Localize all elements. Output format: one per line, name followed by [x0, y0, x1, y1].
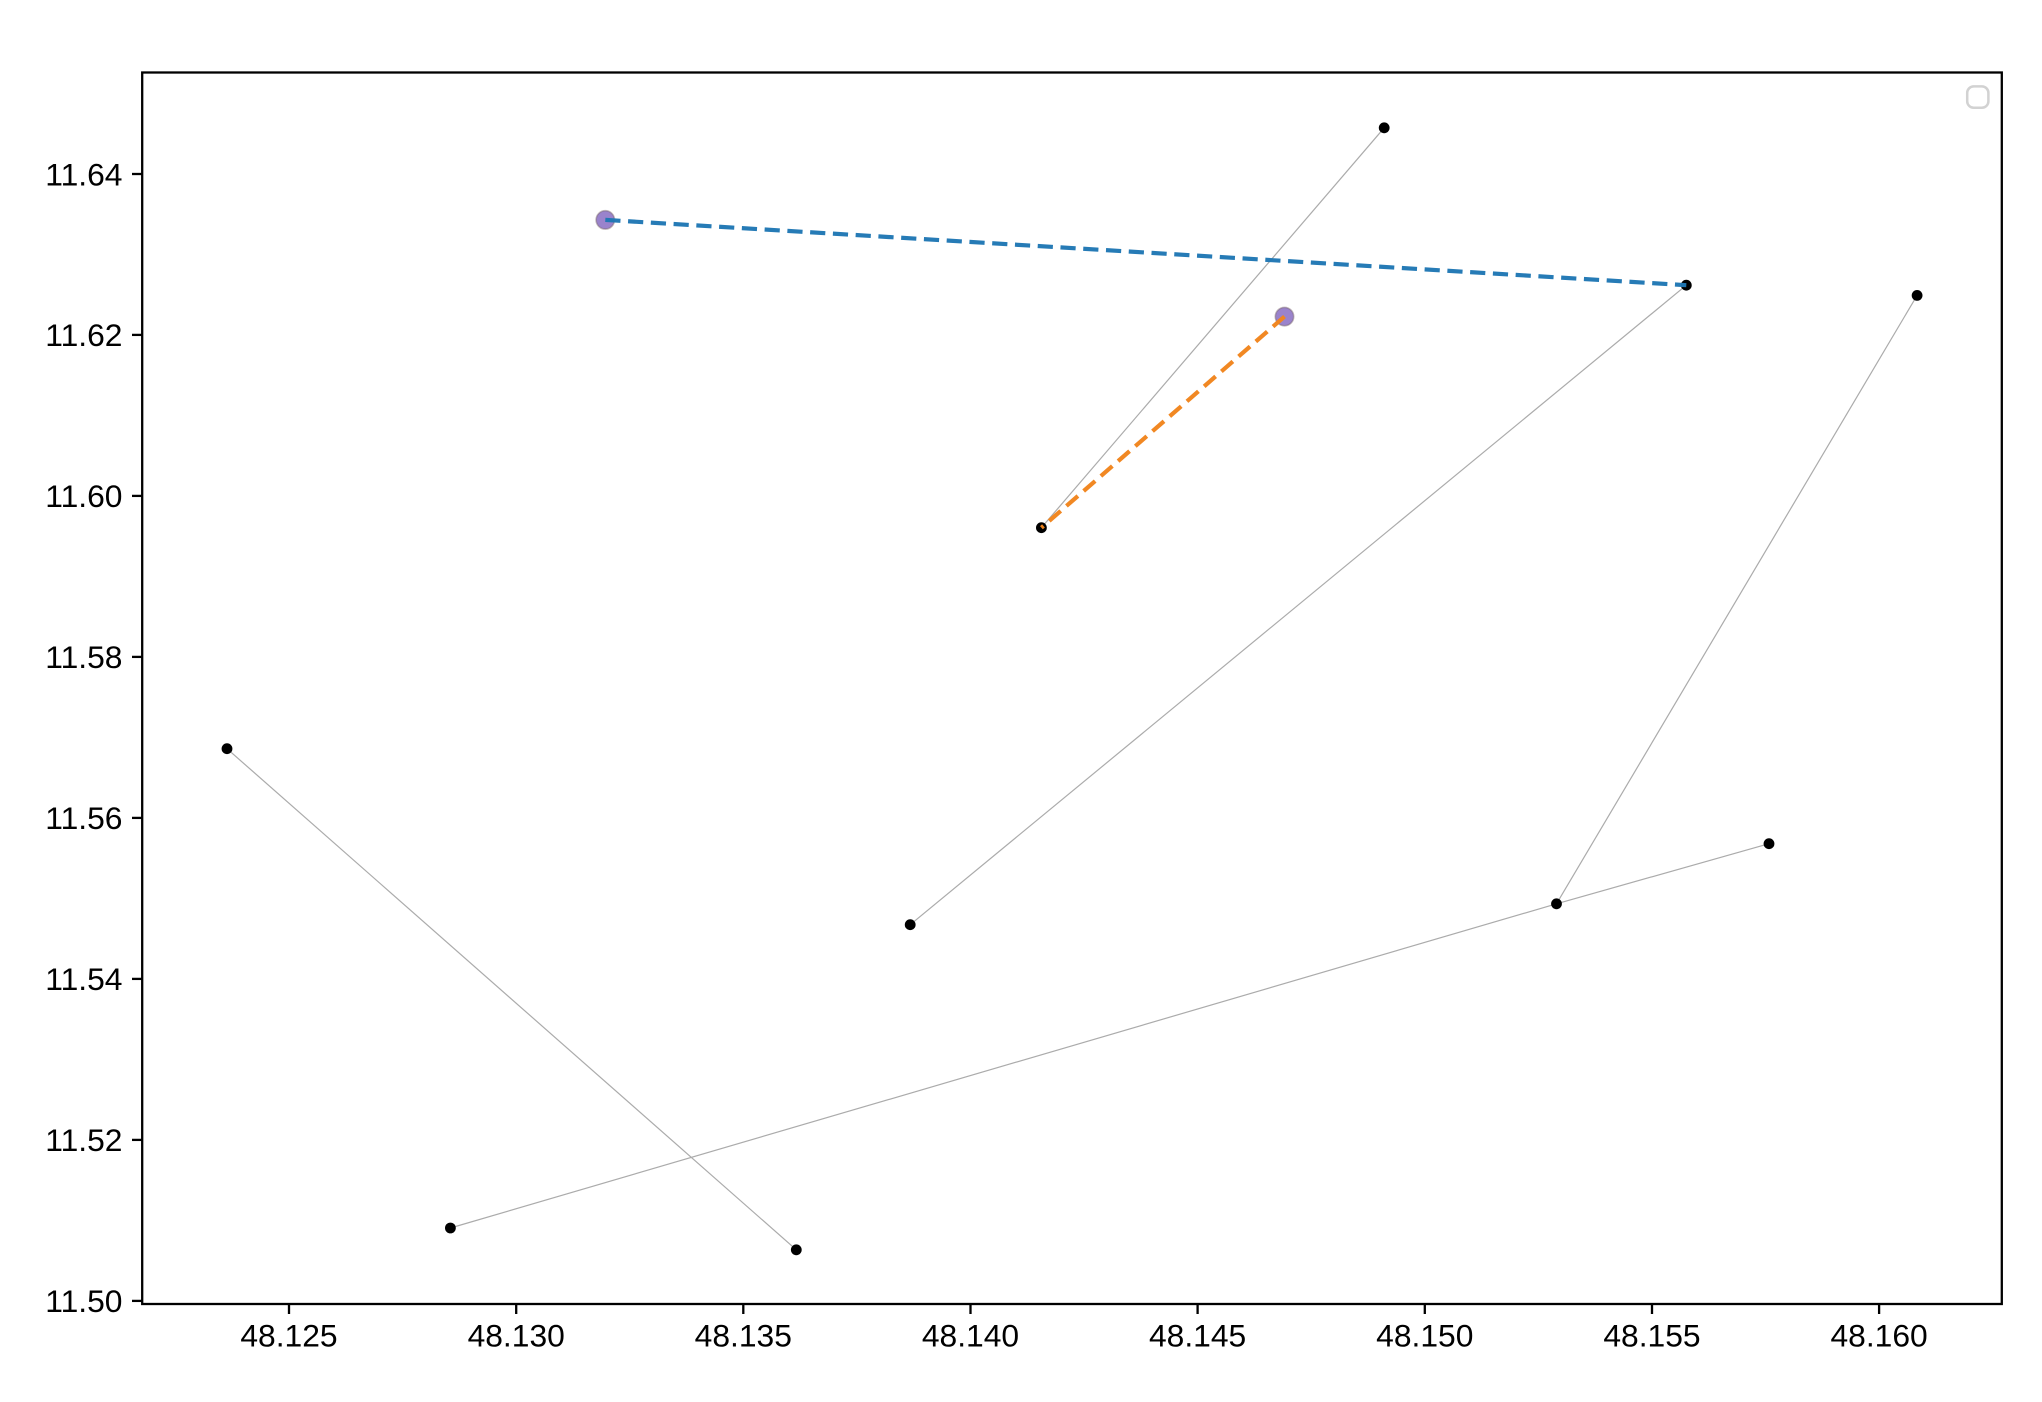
svg-text:11.54: 11.54: [45, 961, 122, 997]
svg-text:11.52: 11.52: [45, 1122, 122, 1158]
svg-text:48.160: 48.160: [1830, 1317, 1927, 1353]
svg-text:11.62: 11.62: [45, 317, 122, 353]
svg-text:48.125: 48.125: [240, 1317, 337, 1353]
svg-text:11.50: 11.50: [45, 1283, 122, 1319]
svg-text:48.155: 48.155: [1603, 1317, 1700, 1353]
svg-text:48.145: 48.145: [1149, 1317, 1246, 1353]
svg-text:11.58: 11.58: [45, 639, 122, 675]
svg-text:11.64: 11.64: [45, 156, 122, 192]
svg-text:11.60: 11.60: [45, 478, 122, 514]
svg-text:48.135: 48.135: [695, 1317, 792, 1353]
svg-text:48.140: 48.140: [922, 1317, 1019, 1353]
svg-text:48.150: 48.150: [1376, 1317, 1473, 1353]
svg-text:11.56: 11.56: [45, 800, 122, 836]
svg-text:48.130: 48.130: [468, 1317, 565, 1353]
